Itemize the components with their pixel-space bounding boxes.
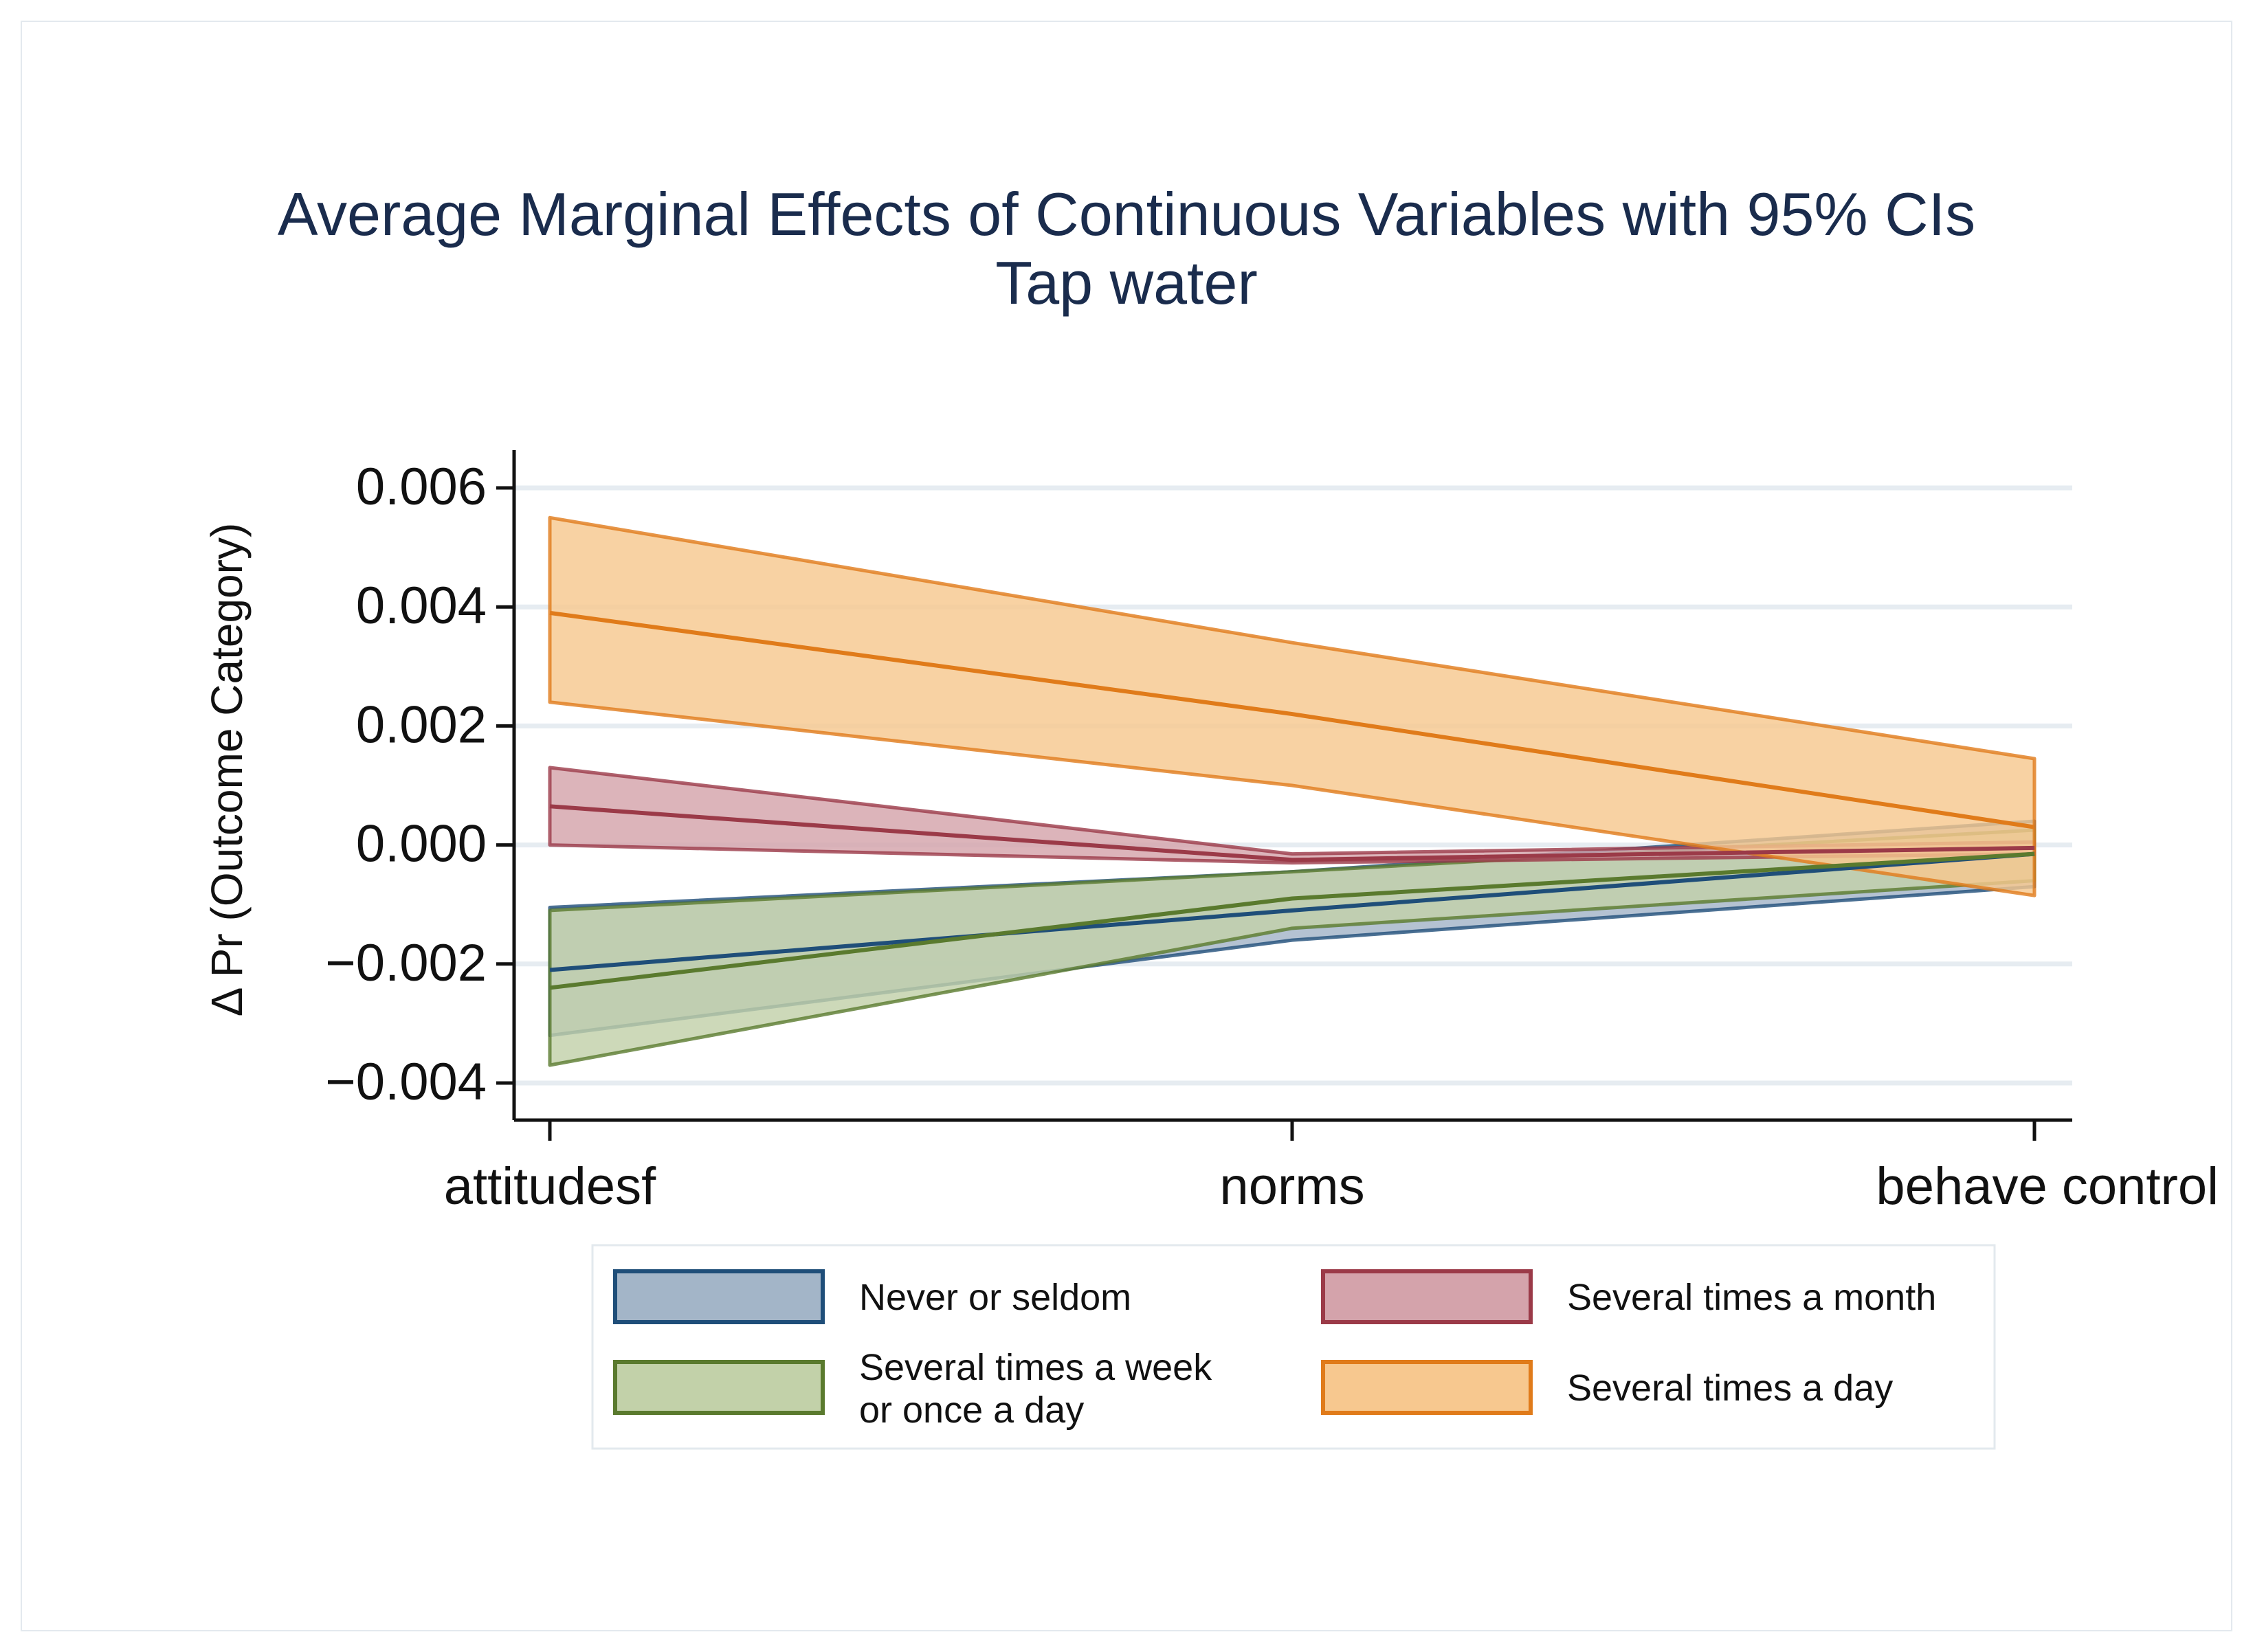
legend-swatch	[1321, 1269, 1533, 1324]
y-tick-label: 0.006	[356, 458, 487, 516]
legend-label: Several times a week	[859, 1347, 1212, 1388]
ci-band	[548, 515, 2036, 897]
y-tick-label: 0.000	[356, 815, 487, 873]
series-line	[549, 804, 2035, 862]
x-tick-label: norms	[1219, 1157, 1364, 1216]
x-tick-label: attitudesf	[444, 1157, 656, 1216]
chart-title: Average Marginal Effects of Continuous V…	[277, 180, 1976, 248]
y-tick-label: −0.004	[325, 1053, 487, 1111]
y-tick-label: 0.002	[356, 695, 487, 754]
series-line	[549, 610, 2035, 829]
chart-subtitle: Tap water	[995, 249, 1258, 317]
legend-label: or once a day	[859, 1389, 1084, 1431]
legend-box	[591, 1244, 1996, 1450]
legend-swatch	[613, 1269, 825, 1324]
legend-label: Several times a day	[1567, 1368, 1893, 1409]
series-line-layer	[549, 610, 2035, 990]
chart-frame	[21, 21, 2232, 1631]
axis-layer: 0.006 0.004 0.002 0.000 −0.002 −0.004 attitude…	[325, 450, 2219, 1216]
y-tick-label: 0.004	[356, 577, 487, 635]
legend-swatch	[1321, 1360, 1533, 1415]
legend-swatch	[613, 1360, 825, 1415]
y-axis-label: Δ Pr (Outcome Category)	[202, 523, 252, 1017]
series-line	[549, 851, 2035, 990]
legend-label: Never or seldom	[859, 1277, 1131, 1318]
legend-label: Several times a month	[1567, 1277, 1936, 1318]
legend-layer: Never or seldom Several times a month Seve…	[613, 1269, 1936, 1431]
y-tick-label: −0.002	[325, 934, 487, 992]
series-line	[549, 851, 2035, 972]
x-tick-label: behave control	[1876, 1157, 2219, 1216]
